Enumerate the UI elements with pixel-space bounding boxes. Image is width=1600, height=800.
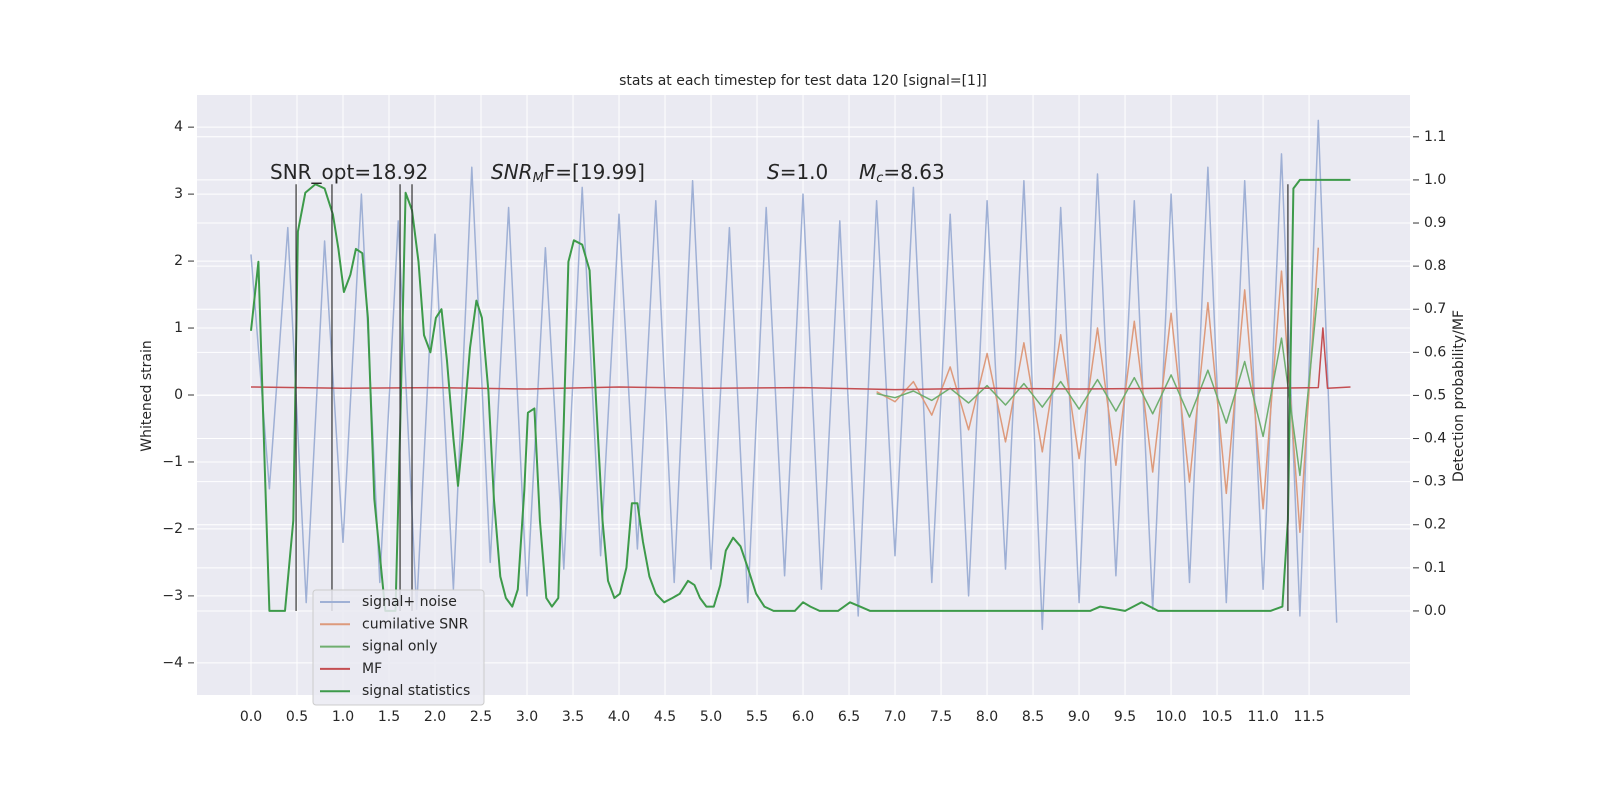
annotation-part: M	[533, 171, 544, 186]
y2-tick-label: 0.7	[1424, 301, 1446, 317]
y2-tick-label: 1.0	[1424, 172, 1446, 188]
y-axis-label: Whitened strain	[139, 340, 155, 451]
marks	[250, 119, 1351, 631]
annotation: S=1.0	[767, 160, 828, 184]
x-tick-label: 6.0	[792, 709, 814, 725]
annotation-part: =1.0	[780, 160, 829, 184]
annotation: Mc=8.63	[859, 160, 945, 186]
y-tick-label: 0	[174, 387, 183, 403]
x-tick-label: 8.5	[1022, 709, 1044, 725]
annotation: SNR_opt=18.92	[270, 160, 428, 184]
x-tick-label: 3.0	[516, 709, 538, 725]
annotation-part: F=[19.99]	[544, 160, 645, 184]
legend-label: signal statistics	[362, 683, 470, 699]
y2-tick-label: 0.3	[1424, 474, 1446, 490]
chart-title: stats at each timestep for test data 120…	[619, 73, 987, 89]
y-tick-label: 3	[174, 186, 183, 202]
y2-axis-label: Detection probability/MF	[1451, 310, 1467, 482]
x-tick-label: 2.5	[470, 709, 492, 725]
legend: signal+ noise cumilative SNR signal only MF…	[312, 589, 485, 706]
x-tick-label: 6.5	[838, 709, 860, 725]
x-tick-label: 4.0	[608, 709, 630, 725]
y2-tick-label: 0.4	[1424, 431, 1446, 447]
x-tick-label: 10.0	[1155, 709, 1186, 725]
y2-tick-label: 1.1	[1424, 129, 1446, 145]
x-tick-label: 11.0	[1247, 709, 1278, 725]
annotation-part: SNR	[491, 160, 533, 184]
y2-tick-label: 0.0	[1424, 603, 1446, 619]
x-tick-label: 9.0	[1068, 709, 1090, 725]
legend-frame	[312, 589, 485, 706]
y-tick-label: −4	[162, 655, 183, 671]
y2-tick-label: 0.2	[1424, 517, 1446, 533]
x-tick-label: 0.0	[240, 709, 262, 725]
x-tick-label: 10.5	[1201, 709, 1232, 725]
x-tick-label: 7.5	[930, 709, 952, 725]
y-tick-label: 1	[174, 320, 183, 336]
x-tick-label: 1.0	[332, 709, 354, 725]
y-tick-label: −1	[162, 454, 183, 470]
x-tick-label: 1.5	[378, 709, 400, 725]
y2-tick-label: 0.6	[1424, 344, 1446, 360]
y-tick-label: −2	[162, 521, 183, 537]
x-tick-label: 5.5	[746, 709, 768, 725]
annotation: SNRMF=[19.99]	[491, 160, 645, 186]
x-tick-label: 4.5	[654, 709, 676, 725]
annotation-part: S	[767, 160, 780, 184]
annotation-part: SNR_opt=18.92	[270, 160, 428, 184]
x-tick-label: 7.0	[884, 709, 906, 725]
legend-label: MF	[362, 661, 382, 677]
y-tick-label: −3	[162, 588, 183, 604]
x-tick-label: 8.0	[976, 709, 998, 725]
x-tick-label: 9.5	[1114, 709, 1136, 725]
x-tick-label: 2.0	[424, 709, 446, 725]
legend-label: signal+ noise	[362, 594, 457, 610]
x-tick-label: 0.5	[286, 709, 308, 725]
series-line	[250, 178, 1351, 612]
y-tick-label: 2	[174, 253, 183, 269]
series-line	[250, 119, 1338, 631]
annotation-part: c	[876, 171, 883, 186]
legend-label: signal only	[362, 639, 437, 655]
legend-label: cumilative SNR	[362, 616, 469, 632]
x-tick-label: 11.5	[1293, 709, 1324, 725]
annotation-part: =8.63	[883, 160, 944, 184]
annotation-part: M	[859, 160, 876, 184]
y-tick-label: 4	[174, 119, 183, 135]
x-tick-label: 5.0	[700, 709, 722, 725]
series-line	[876, 247, 1320, 534]
annotations: SNR_opt=18.92 SNRMF=[19.99] S=1.0 Mc=8.63	[270, 160, 945, 186]
y2-tick-label: 0.9	[1424, 215, 1446, 231]
x-tick-label: 3.5	[562, 709, 584, 725]
y2-tick-label: 0.5	[1424, 387, 1446, 403]
y2-tick-label: 0.1	[1424, 560, 1446, 576]
series-line	[250, 327, 1351, 391]
y2-tick-label: 0.8	[1424, 258, 1446, 274]
